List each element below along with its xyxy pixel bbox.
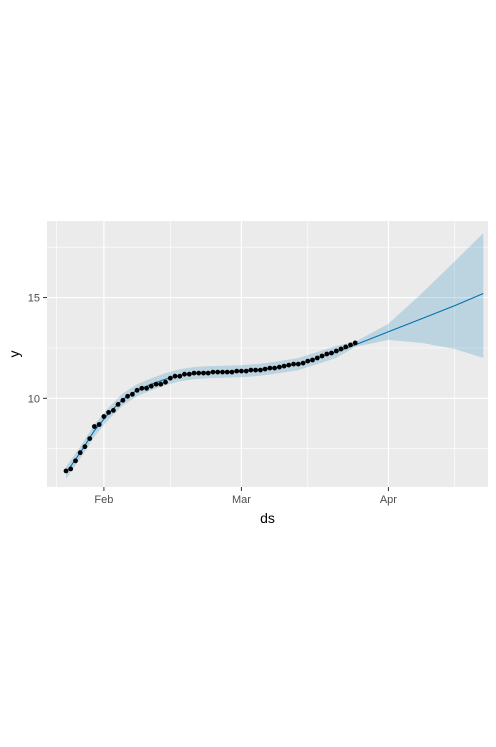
observed-point [352, 340, 358, 346]
observed-point [310, 357, 315, 363]
observed-point [267, 365, 273, 371]
observed-point [338, 346, 344, 352]
observed-point [196, 370, 202, 376]
observed-point [106, 410, 111, 415]
observed-point [82, 444, 88, 450]
observed-point [63, 468, 69, 474]
observed-point [295, 361, 301, 367]
observed-point [68, 466, 74, 472]
observed-point [163, 379, 168, 385]
observed-point [305, 358, 311, 364]
x-axis-ticks: Feb Mar Apr [94, 487, 397, 506]
observed-point [243, 368, 249, 374]
observed-point [87, 436, 93, 441]
observed-point [286, 362, 292, 368]
observed-point [220, 369, 225, 375]
y-tick-label: 15 [28, 293, 40, 305]
observed-point [300, 360, 306, 366]
observed-point [77, 450, 83, 456]
observed-point [234, 368, 240, 374]
plot-panel [47, 221, 488, 487]
observed-point [272, 365, 277, 371]
observed-point [239, 368, 244, 374]
observed-point [177, 373, 183, 379]
observed-point [172, 373, 178, 379]
observed-point [120, 397, 126, 403]
y-axis-ticks: 10 15 [28, 293, 47, 405]
observed-point [96, 422, 102, 427]
x-tick-label: Apr [380, 494, 397, 506]
minor-gridlines [47, 221, 488, 487]
observed-point [125, 393, 130, 399]
observed-point [329, 350, 334, 356]
observed-point [281, 363, 287, 369]
observed-point [186, 371, 192, 377]
observed-point [333, 348, 339, 354]
observed-point [191, 370, 197, 376]
observed-point [73, 458, 78, 464]
observed-point [248, 367, 254, 373]
observed-point [210, 369, 216, 375]
observed-point [130, 391, 135, 397]
observed-point [343, 344, 349, 350]
observed-point [92, 424, 97, 429]
observed-point [277, 364, 282, 370]
observed-point [253, 367, 258, 373]
observed-point [144, 385, 150, 391]
y-tick-label: 10 [28, 393, 40, 405]
observed-point [134, 387, 140, 393]
observed-point [205, 370, 211, 376]
x-tick-label: Mar [232, 494, 251, 506]
observed-point [291, 361, 296, 367]
observed-point [153, 381, 159, 387]
y-axis-title: y [6, 351, 22, 358]
observed-point [262, 366, 268, 372]
observed-point [201, 370, 206, 376]
observed-point [348, 342, 353, 348]
observed-point [215, 369, 221, 375]
observed-point [314, 355, 320, 361]
observed-point [182, 371, 187, 377]
observed-point [229, 369, 235, 375]
observed-point [139, 385, 145, 391]
observed-point [319, 353, 325, 359]
observed-point [115, 402, 121, 407]
observed-point [258, 367, 263, 373]
observed-point [111, 408, 116, 413]
observed-point [324, 351, 330, 357]
observed-point [224, 369, 230, 375]
observed-point [148, 383, 154, 389]
observed-point [101, 414, 107, 419]
x-axis-title: ds [260, 510, 275, 526]
major-gridlines [47, 221, 488, 487]
x-tick-label: Feb [94, 494, 113, 506]
observed-point [167, 375, 173, 381]
observed-points [63, 340, 358, 474]
observed-point [158, 381, 164, 387]
